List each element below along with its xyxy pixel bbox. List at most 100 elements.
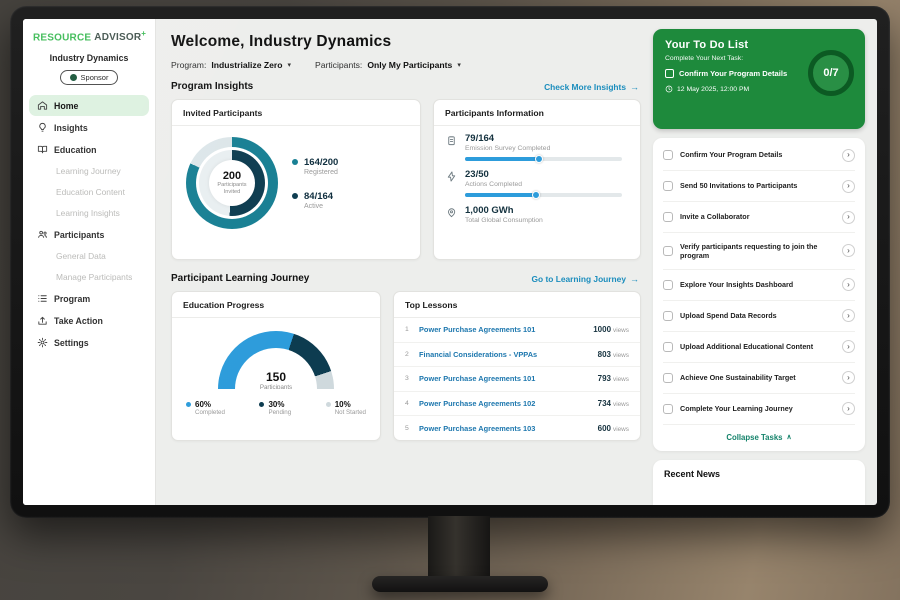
check-more-insights-link[interactable]: Check More Insights → — [544, 82, 639, 92]
lesson-rank: 1 — [405, 326, 409, 334]
todo-progress-ring: 0/7 — [808, 50, 854, 96]
settings-icon — [37, 337, 48, 348]
checkbox[interactable] — [663, 279, 673, 290]
sponsor-label: Sponsor — [80, 73, 109, 83]
program-icon — [37, 293, 48, 304]
program-filter-value: Industrialize Zero — [211, 60, 283, 70]
chevron-right-icon[interactable]: › — [842, 179, 855, 193]
sponsor-badge[interactable]: Sponsor — [59, 70, 119, 86]
task-row-confirm-your-program-details[interactable]: Confirm Your Program Details › — [663, 140, 855, 171]
section-title-program-insights: Program Insights — [171, 81, 254, 92]
task-row-upload-additional-educational-content[interactable]: Upload Additional Educational Content › — [663, 332, 855, 363]
sidebar-item-program[interactable]: Program — [29, 288, 149, 309]
task-row-achieve-one-sustainability-target[interactable]: Achieve One Sustainability Target › — [663, 363, 855, 394]
task-row-send-50-invitations-to-participants[interactable]: Send 50 Invitations to Participants › — [663, 171, 855, 202]
participants-info-stat-total-global-consumption: 1,000 GWh Total Global Consumption — [434, 198, 640, 224]
lesson-row[interactable]: 3 Power Purchase Agreements 101 793 views — [394, 367, 640, 392]
sidebar-item-learning-journey[interactable]: Learning Journey — [29, 161, 149, 181]
checkbox[interactable] — [663, 372, 673, 383]
todo-subtitle: Complete Your Next Task: — [665, 55, 744, 62]
todo-progress-value: 0/7 — [823, 67, 839, 79]
program-insights-header: Program Insights Check More Insights → — [171, 81, 639, 92]
chevron-right-icon[interactable]: › — [842, 210, 855, 224]
task-row-verify-participants-requesting-to-join-the-program[interactable]: Verify participants requesting to join t… — [663, 233, 855, 270]
lesson-row[interactable]: 4 Power Purchase Agreements 102 734 views — [394, 392, 640, 417]
sidebar-item-home[interactable]: Home — [29, 95, 149, 117]
sidebar-item-label: General Data — [56, 251, 106, 262]
legend-item-completed: 60% Completed — [186, 400, 225, 416]
lesson-row[interactable]: 1 Power Purchase Agreements 101 1000 views — [394, 318, 640, 343]
chevron-right-icon[interactable]: › — [842, 309, 855, 323]
sidebar: RESOURCE ADVISOR+ Industry Dynamics Spons… — [23, 19, 156, 505]
todo-datetime-text: 12 May 2025, 12:00 PM — [677, 85, 750, 93]
link-label: Check More Insights — [544, 81, 626, 92]
recent-news-card: Recent News — [653, 459, 865, 505]
lesson-rank: 2 — [405, 350, 409, 358]
lesson-title-link[interactable]: Power Purchase Agreements 101 — [419, 374, 536, 384]
stat-value: 23/50 — [465, 169, 489, 180]
lesson-title-link[interactable]: Power Purchase Agreements 101 — [419, 325, 536, 335]
gauge-center-label: Participants — [259, 384, 293, 389]
task-row-explore-your-insights-dashboard[interactable]: Explore Your Insights Dashboard › — [663, 270, 855, 301]
card-title: Invited Participants — [172, 100, 420, 126]
program-filter-dropdown[interactable]: Program: Industrialize Zero ▾ — [171, 60, 291, 70]
chevron-right-icon[interactable]: › — [842, 148, 855, 162]
card-title: Participants Information — [434, 100, 640, 126]
link-label: Go to Learning Journey — [531, 273, 626, 284]
checkbox[interactable] — [663, 181, 673, 191]
survey-icon — [446, 135, 457, 146]
checkbox[interactable] — [663, 310, 673, 321]
participants-filter-value: Only My Participants — [367, 60, 453, 70]
go-to-learning-journey-link[interactable]: Go to Learning Journey → — [532, 274, 639, 284]
task-row-complete-your-learning-journey[interactable]: Complete Your Learning Journey › — [663, 394, 855, 425]
legend-item-pending: 30% Pending — [259, 400, 291, 416]
sidebar-item-settings[interactable]: Settings — [29, 332, 149, 353]
sidebar-item-participants[interactable]: Participants — [29, 224, 149, 245]
chevron-right-icon[interactable]: › — [842, 340, 855, 354]
chevron-right-icon[interactable]: › — [842, 278, 855, 292]
checkbox[interactable] — [663, 150, 673, 160]
collapse-tasks-button[interactable]: Collapse Tasks ∧ — [663, 425, 855, 447]
legend-value: 164/200 — [304, 156, 339, 168]
chevron-down-icon: ▾ — [287, 62, 292, 69]
checkbox[interactable] — [665, 69, 674, 78]
sidebar-item-label: Program — [54, 293, 91, 304]
lesson-title-link[interactable]: Financial Considerations - VPPAs — [419, 349, 538, 359]
sidebar-item-learning-insights[interactable]: Learning Insights — [29, 203, 149, 223]
arrow-right-icon: → — [630, 81, 639, 92]
progress-bar — [465, 155, 622, 163]
lesson-title-link[interactable]: Power Purchase Agreements 103 — [419, 423, 536, 433]
chevron-right-icon[interactable]: › — [842, 371, 855, 385]
lesson-views: 1000 views — [593, 325, 629, 335]
sidebar-item-education-content[interactable]: Education Content — [29, 182, 149, 202]
task-row-invite-a-collaborator[interactable]: Invite a Collaborator › — [663, 202, 855, 233]
legend-item-active: 84/164 Active — [292, 191, 338, 210]
checkbox[interactable] — [663, 341, 673, 352]
lesson-row[interactable]: 5 Power Purchase Agreements 103 600 views — [394, 416, 640, 440]
participants-filter-dropdown[interactable]: Participants: Only My Participants ▾ — [315, 60, 461, 70]
lesson-row[interactable]: 2 Financial Considerations - VPPAs 803 view… — [394, 343, 640, 368]
education-legend: 60% Completed 30% Pending — [172, 389, 380, 416]
lesson-title-link[interactable]: Power Purchase Agreements 102 — [419, 399, 536, 409]
task-label: Complete Your Learning Journey — [680, 404, 793, 414]
task-label: Achieve One Sustainability Target — [680, 373, 796, 383]
legend-label: Registered — [304, 168, 338, 176]
sidebar-item-label: Home — [54, 100, 79, 111]
chevron-right-icon[interactable]: › — [842, 244, 855, 258]
checkbox[interactable] — [663, 403, 673, 414]
checkbox[interactable] — [663, 212, 673, 222]
sidebar-item-general-data[interactable]: General Data — [29, 246, 149, 266]
collapse-tasks-label: Collapse Tasks — [726, 432, 783, 442]
learning-cards-row: Education Progress 150 Participants — [171, 291, 641, 441]
task-label: Upload Spend Data Records — [680, 311, 777, 321]
insights-cards-row: Invited Participants 200 Participants In… — [171, 99, 641, 260]
sidebar-nav: Home Insights Education Learning Journey Edu… — [23, 94, 155, 354]
sidebar-item-take-action[interactable]: Take Action — [29, 310, 149, 331]
task-row-upload-spend-data-records[interactable]: Upload Spend Data Records › — [663, 301, 855, 332]
sidebar-item-education[interactable]: Education — [29, 139, 149, 160]
checkbox[interactable] — [663, 245, 673, 256]
sidebar-item-insights[interactable]: Insights — [29, 117, 149, 138]
sidebar-item-manage-participants[interactable]: Manage Participants — [29, 267, 149, 287]
chevron-right-icon[interactable]: › — [842, 402, 855, 416]
legend-item-not-started: 10% Not Started — [325, 400, 366, 416]
